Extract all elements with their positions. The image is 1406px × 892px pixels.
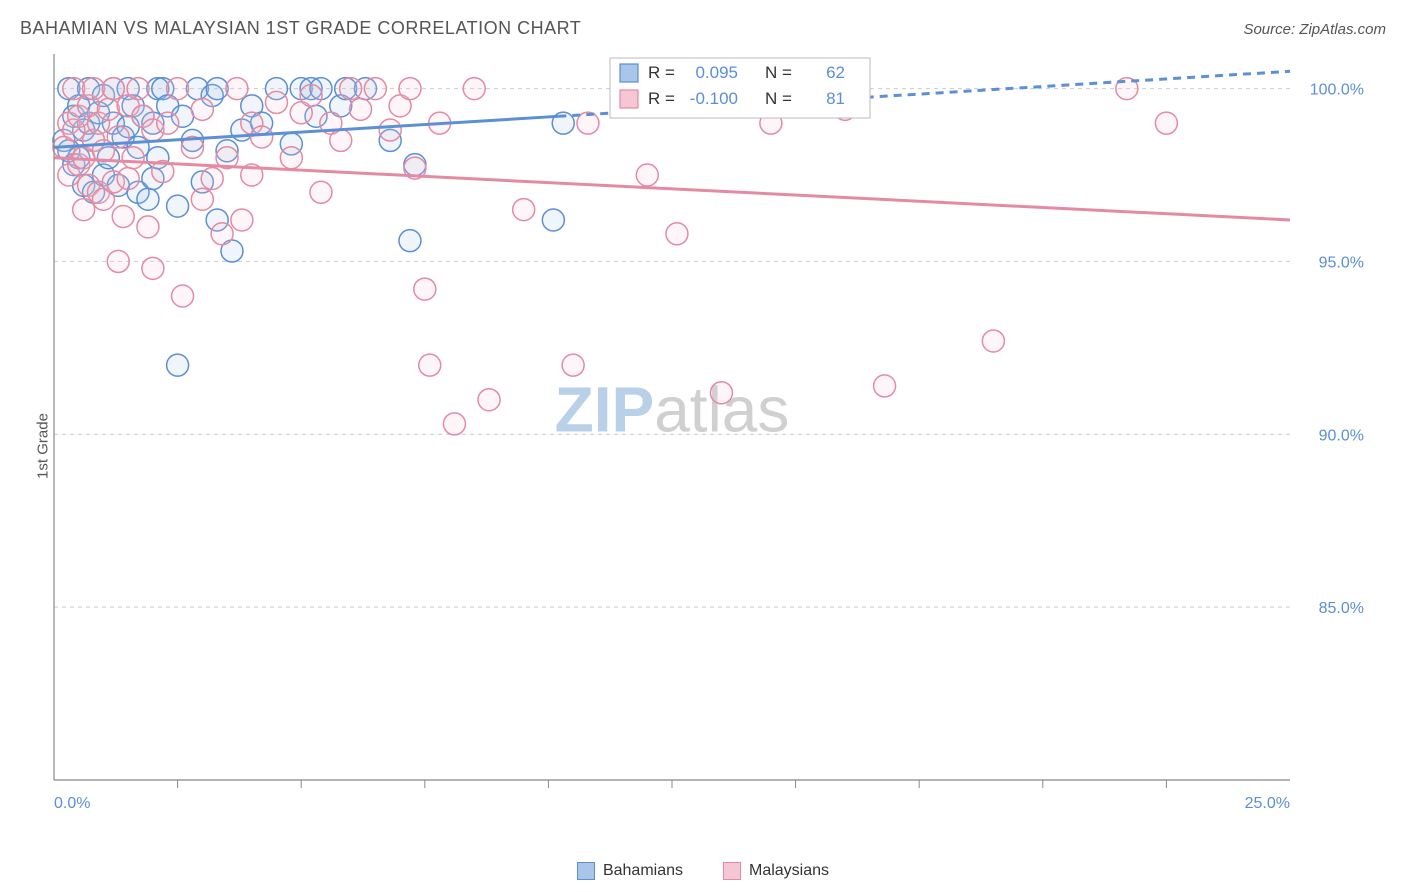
data-point xyxy=(191,98,213,120)
chart-title: BAHAMIAN VS MALAYSIAN 1ST GRADE CORRELAT… xyxy=(20,18,581,39)
data-point xyxy=(443,413,465,435)
data-point xyxy=(666,223,688,245)
stats-n-label: N = xyxy=(765,63,792,82)
data-point xyxy=(167,78,189,100)
data-point xyxy=(379,119,401,141)
data-point xyxy=(231,209,253,231)
stats-n-value: 62 xyxy=(826,63,845,82)
data-point xyxy=(399,78,421,100)
data-point xyxy=(167,195,189,217)
data-point xyxy=(211,223,233,245)
data-point xyxy=(1155,112,1177,134)
data-point xyxy=(63,78,85,100)
data-point xyxy=(310,181,332,203)
data-point xyxy=(226,78,248,100)
data-point xyxy=(419,354,441,376)
data-point xyxy=(478,389,500,411)
y-tick-label: 90.0% xyxy=(1319,427,1364,444)
y-axis-label: 1st Grade xyxy=(34,413,51,479)
data-point xyxy=(172,285,194,307)
data-point xyxy=(330,129,352,151)
source-label: Source: ZipAtlas.com xyxy=(1243,21,1386,38)
stats-r-label: R = xyxy=(648,89,675,108)
data-point xyxy=(83,78,105,100)
data-point xyxy=(414,278,436,300)
legend-swatch xyxy=(577,862,595,880)
data-point xyxy=(513,199,535,221)
data-point xyxy=(201,167,223,189)
data-point xyxy=(874,375,896,397)
stats-r-value: -0.100 xyxy=(690,89,738,108)
y-tick-label: 95.0% xyxy=(1319,254,1364,271)
stats-r-label: R = xyxy=(648,63,675,82)
plot-area: 85.0% 90.0% 95.0% 100.0% ZIPatlas 0.0% 25.0% R … xyxy=(50,50,1386,832)
data-point xyxy=(364,78,386,100)
data-point xyxy=(463,78,485,100)
watermark: ZIPatlas xyxy=(555,374,790,446)
data-point xyxy=(982,330,1004,352)
chart-container: BAHAMIAN VS MALAYSIAN 1ST GRADE CORRELAT… xyxy=(0,0,1406,892)
data-point xyxy=(137,216,159,238)
plot-svg: 85.0% 90.0% 95.0% 100.0% ZIPatlas 0.0% 25.0% R … xyxy=(50,50,1370,820)
data-point xyxy=(157,112,179,134)
stats-n-value: 81 xyxy=(826,89,845,108)
data-point xyxy=(107,250,129,272)
data-point xyxy=(117,167,139,189)
data-point xyxy=(102,78,124,100)
legend-label: Bahamians xyxy=(603,862,683,880)
data-point xyxy=(73,199,95,221)
x-tick-label: 0.0% xyxy=(54,795,90,812)
data-point xyxy=(636,164,658,186)
data-point xyxy=(340,78,362,100)
data-point xyxy=(191,188,213,210)
data-point xyxy=(710,382,732,404)
data-point xyxy=(265,91,287,113)
data-point xyxy=(280,147,302,169)
legend-item: Bahamians xyxy=(577,862,683,880)
data-point xyxy=(97,98,119,120)
data-point xyxy=(127,78,149,100)
y-tick-label: 100.0% xyxy=(1310,82,1364,99)
legend-bottom: Bahamians Malaysians xyxy=(0,862,1406,880)
data-point xyxy=(142,257,164,279)
x-tick-label: 25.0% xyxy=(1245,795,1290,812)
data-point xyxy=(122,147,144,169)
data-point xyxy=(206,78,228,100)
data-point xyxy=(300,84,322,106)
header: BAHAMIAN VS MALAYSIAN 1ST GRADE CORRELAT… xyxy=(20,18,1386,39)
data-point xyxy=(542,209,564,231)
data-point xyxy=(167,354,189,376)
legend-label: Malaysians xyxy=(749,862,829,880)
data-point xyxy=(562,354,584,376)
y-tick-label: 85.0% xyxy=(1319,600,1364,617)
stats-swatch xyxy=(620,64,638,82)
data-point xyxy=(112,205,134,227)
stats-n-label: N = xyxy=(765,89,792,108)
data-point xyxy=(251,126,273,148)
data-point xyxy=(399,230,421,252)
legend-swatch xyxy=(723,862,741,880)
stats-swatch xyxy=(620,90,638,108)
legend-item: Malaysians xyxy=(723,862,829,880)
stats-r-value: 0.095 xyxy=(695,63,738,82)
data-point xyxy=(137,188,159,210)
data-point xyxy=(350,98,372,120)
